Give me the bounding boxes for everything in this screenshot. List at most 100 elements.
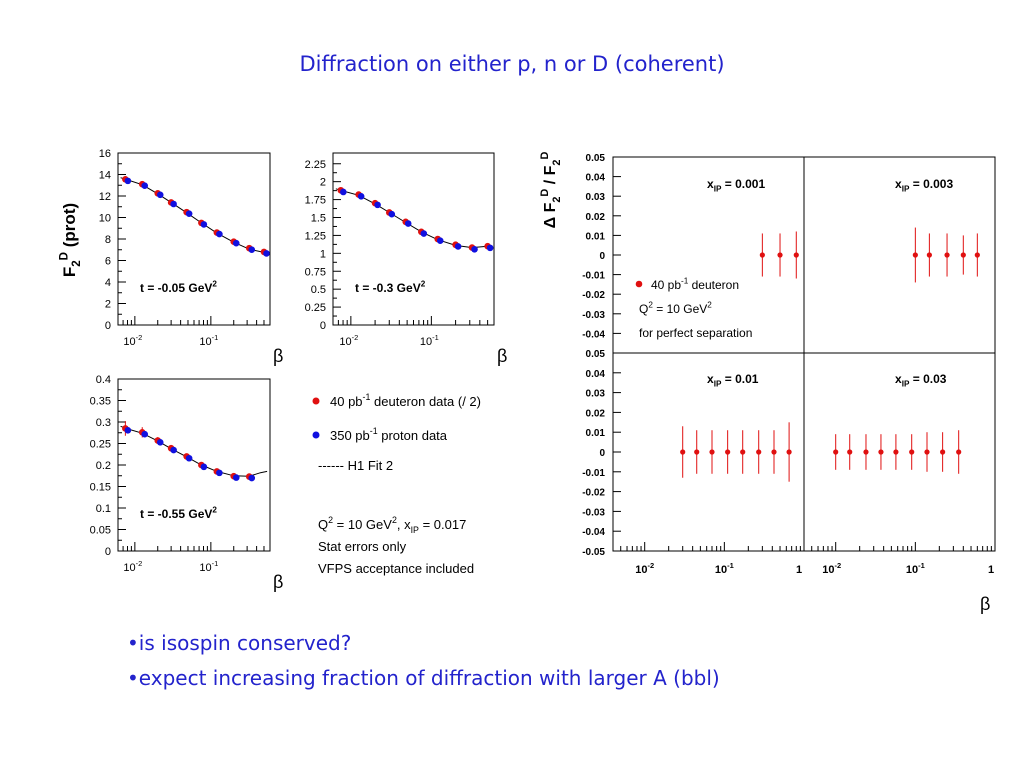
y-tick-label: 1.75 [305, 195, 326, 207]
y-tick-label: 0.35 [90, 396, 111, 408]
plot-frame [117, 152, 271, 326]
ratio-point [756, 449, 762, 455]
y-tick-label: 6 [105, 256, 111, 268]
panel-annotation: t = -0.55 GeV2 [140, 506, 217, 521]
proton-point [357, 192, 365, 200]
y-tick-label: 0.4 [96, 374, 111, 386]
proton-point [200, 221, 208, 228]
proton-point [124, 427, 132, 434]
ratio-point [878, 449, 884, 455]
legend-proton-label: 350 pb-1 proton data [330, 426, 448, 443]
ratio-point [912, 252, 918, 258]
proton-point [340, 188, 347, 196]
ratio-point [833, 449, 839, 455]
ratio-point [680, 449, 686, 455]
panel-annotation: t = -0.05 GeV2 [140, 280, 217, 295]
y-tick-label: -0.04 [582, 329, 605, 340]
y-tick-label: -0.02 [582, 488, 605, 499]
y-tick-label: 0.04 [586, 173, 606, 184]
subpanel-label: xIP = 0.001 [707, 177, 765, 194]
proton-point [170, 200, 177, 208]
y-tick-label: -0.03 [582, 507, 605, 518]
x-tick-label: 10-1 [199, 559, 218, 574]
bullet-list: •is isospin conserved? •expect increasin… [127, 626, 720, 696]
ratio-point [960, 252, 966, 258]
y-tick-label: 0.2 [96, 460, 111, 472]
y-tick-label: 1 [320, 248, 326, 260]
y-tick-label: 14 [99, 170, 111, 182]
ratio-point [793, 252, 799, 258]
x-axis-label: β [497, 346, 507, 366]
y-tick-label: 0.15 [90, 482, 111, 494]
y-tick-label: 0.01 [586, 428, 606, 439]
y-tick-label: 2.25 [305, 159, 326, 171]
y-tick-label: 1.5 [311, 213, 326, 225]
proton-point [486, 244, 494, 252]
x-tick-label: 10-1 [715, 561, 734, 576]
legend-stat-errors: Stat errors only [318, 539, 407, 554]
ratio-point [909, 449, 915, 455]
ratio-point [847, 449, 853, 455]
x-tick-label: 10-2 [635, 561, 654, 576]
proton-point [156, 439, 164, 446]
proton-point [200, 463, 208, 471]
ratio-legend-marker [635, 280, 643, 288]
y-tick-label: 0 [320, 320, 326, 332]
subpanel-label: xIP = 0.03 [895, 372, 947, 389]
y-tick-label: 8 [105, 234, 111, 246]
y-tick-label: 0.3 [96, 417, 111, 429]
ratio-point [725, 449, 731, 455]
proton-point [436, 237, 444, 245]
proton-point [141, 182, 149, 190]
x-tick-label: 10-2 [123, 559, 142, 574]
y-tick-label: 0.05 [90, 525, 111, 537]
legend-deuteron-label: 40 pb-1 deuteron data (/ 2) [330, 392, 481, 409]
x-tick-label: 1 [796, 564, 802, 576]
proton-point [185, 454, 193, 462]
proton-point [216, 469, 223, 477]
ratio-point [926, 252, 932, 258]
y-axis-title: F2D (prot) [58, 203, 83, 277]
y-tick-label: -0.02 [582, 290, 605, 301]
y-tick-label: 0 [599, 251, 605, 262]
bullet-isospin: •is isospin conserved? [127, 631, 352, 655]
ratio-point [974, 252, 980, 258]
proton-point [420, 230, 428, 237]
ratio-point [771, 449, 777, 455]
proton-point [248, 474, 256, 482]
ratio-point [924, 449, 930, 455]
y-tick-label: 0.05 [586, 349, 606, 360]
y-tick-label: 0.25 [305, 302, 326, 314]
y-tick-label: 0.03 [586, 389, 606, 400]
legend-deuteron-marker [312, 397, 320, 405]
x-tick-label: 1 [988, 564, 994, 576]
y-tick-label: 0 [599, 448, 605, 459]
ratio-point [956, 449, 962, 455]
x-tick-label: 10-1 [420, 333, 439, 348]
y-tick-label: 0.02 [586, 408, 606, 419]
plot-frame [117, 378, 271, 552]
ratio-point [863, 449, 869, 455]
ratio-point [893, 449, 899, 455]
legend-proton-marker [312, 431, 320, 439]
ratio-point [740, 449, 746, 455]
ratio-point [777, 252, 783, 258]
y-tick-label: 2 [320, 177, 326, 189]
y-tick-label: 0 [105, 546, 111, 558]
proton-point [185, 210, 193, 217]
x-tick-label: 10-1 [199, 333, 218, 348]
y-tick-label: 0.04 [586, 369, 606, 380]
proton-point [388, 210, 396, 218]
y-axis-title: Δ F2D / F2D [539, 152, 563, 229]
proton-point [141, 430, 149, 438]
legend-conditions: Q2 = 10 GeV2, xIP = 0.017 [318, 515, 466, 535]
y-tick-label: -0.03 [582, 310, 605, 321]
proton-point [156, 191, 164, 199]
ratio-point [694, 449, 700, 455]
proton-point [454, 243, 462, 250]
ratio-point [940, 449, 946, 455]
y-tick-label: -0.01 [582, 271, 605, 282]
y-tick-label: 0.5 [311, 284, 326, 296]
subpanel-label: xIP = 0.01 [707, 372, 759, 389]
